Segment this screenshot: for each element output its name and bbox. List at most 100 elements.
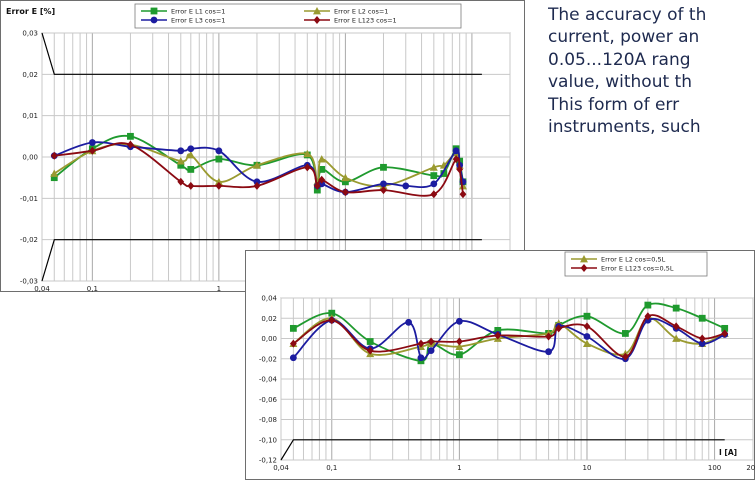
data-point (253, 181, 261, 190)
legend-marker (580, 255, 588, 263)
data-point (644, 301, 652, 309)
legend-marker (150, 16, 158, 24)
data-point (698, 340, 706, 347)
y-tick-label: -0,12 (259, 457, 277, 465)
description-line: value, without th (548, 72, 692, 93)
limit-line-upper (41, 32, 482, 75)
series-line (292, 317, 726, 361)
data-point (452, 155, 460, 164)
legend-marker (313, 7, 321, 15)
legend-box (564, 251, 708, 277)
data-point (177, 177, 185, 186)
legend-box (134, 3, 462, 29)
y-axis-title: Error E [%] (6, 7, 55, 16)
data-point (341, 173, 350, 182)
data-point (721, 324, 729, 332)
data-point (303, 163, 311, 172)
data-point (289, 354, 297, 362)
legend-label: Error E L123 cos=1 (334, 17, 397, 25)
legend-marker (313, 16, 321, 24)
x-tick-label: 1 (457, 464, 461, 472)
data-point (318, 166, 326, 173)
y-tick-label: -0,08 (259, 416, 277, 424)
x-tick-label: 0,04 (34, 285, 50, 292)
data-point (644, 312, 652, 321)
data-point (456, 165, 464, 174)
data-point (50, 151, 58, 160)
x-tick-label: 0,1 (87, 285, 98, 292)
data-point (318, 175, 326, 184)
data-point (582, 339, 591, 347)
data-point (380, 180, 387, 188)
data-point (328, 309, 336, 317)
data-point (313, 186, 321, 194)
description-paragraph: The accuracy of th current, power an 0.0… (548, 4, 755, 190)
data-point (253, 178, 261, 186)
description-line: instruments, such (548, 116, 701, 137)
series-line (54, 142, 464, 197)
data-point (177, 147, 185, 155)
y-tick-label: -0,10 (259, 436, 277, 444)
data-point (215, 155, 223, 163)
data-point (187, 145, 195, 153)
error-chart-cos1: 0,030,020,010,00-0,01-0,02-0,030,040,111… (0, 0, 525, 292)
data-point (186, 150, 195, 159)
data-point (417, 339, 425, 348)
data-point (214, 177, 223, 186)
data-point (88, 146, 96, 155)
description-line: 0.05...120A rang (548, 49, 691, 70)
y-tick-label: -0,03 (20, 278, 38, 286)
data-point (341, 188, 349, 197)
y-tick-label: -0,04 (259, 376, 278, 384)
legend-label: Error E L1 cos=1 (171, 8, 225, 16)
data-point (698, 314, 706, 322)
data-point (430, 172, 438, 179)
data-point (50, 169, 59, 177)
y-tick-label: -0,01 (20, 195, 38, 203)
data-point (317, 155, 326, 163)
description-line: current, power an (548, 27, 700, 48)
x-axis-title: I [A] (719, 448, 737, 457)
series-L123 (50, 140, 467, 199)
data-point (455, 351, 463, 359)
x-tick-label: 100 (708, 464, 721, 472)
data-point (455, 342, 464, 350)
data-point (341, 178, 349, 186)
data-point (328, 316, 336, 325)
data-point (672, 304, 680, 312)
data-point (215, 181, 223, 190)
legend-marker (580, 264, 588, 272)
data-point (429, 163, 438, 171)
data-point (452, 147, 460, 155)
data-point (176, 157, 185, 165)
data-point (455, 317, 463, 325)
data-point (494, 331, 502, 340)
y-tick-label: -0,02 (259, 355, 277, 363)
data-point (215, 147, 223, 155)
x-tick-label: 0,1 (326, 464, 337, 472)
data-point (427, 337, 435, 346)
legend-label: Error E L2 cos=1 (334, 8, 388, 16)
y-tick-label: -0,02 (20, 236, 38, 244)
data-point (127, 140, 134, 149)
x-tick-label: 0,04 (273, 464, 289, 472)
data-point (303, 149, 312, 158)
data-point (427, 347, 435, 355)
y-tick-label: 0,01 (22, 112, 38, 120)
data-point (672, 334, 681, 342)
data-point (380, 163, 387, 171)
data-point (583, 312, 591, 320)
data-point (366, 338, 374, 345)
data-point (459, 190, 467, 199)
legend-label: Error E L123 cos=0,5L (601, 265, 674, 273)
data-point (127, 132, 134, 140)
data-point (721, 329, 729, 338)
data-point (430, 190, 438, 199)
x-tick-label: 200 (746, 464, 755, 472)
data-point (430, 180, 438, 188)
data-point (252, 161, 261, 169)
y-tick-label: 0,04 (261, 295, 277, 303)
y-tick-label: 0,02 (261, 315, 277, 323)
